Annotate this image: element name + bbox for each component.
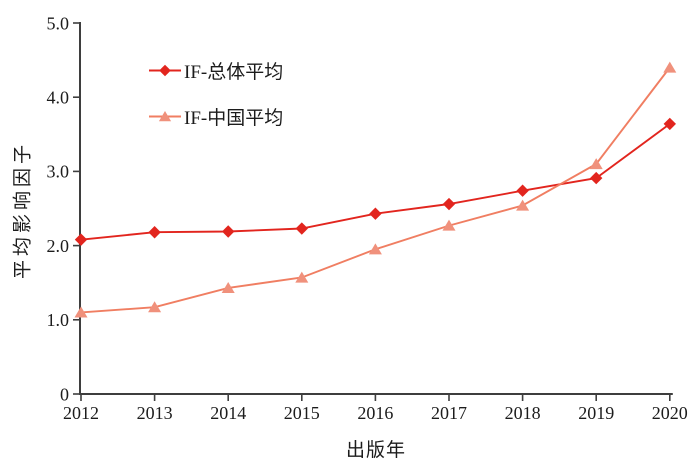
y-tick-label: 3.0 xyxy=(47,162,70,182)
series-if-china-marker xyxy=(663,61,677,73)
series-if-china-marker xyxy=(74,306,88,318)
series-if-china-marker xyxy=(295,271,309,283)
series-if-china-marker xyxy=(221,282,235,293)
series-if-overall-marker xyxy=(222,225,235,238)
x-axis-title: 出版年 xyxy=(345,440,406,461)
legend: IF-总体平均 IF-中国平均 xyxy=(148,59,283,151)
series-if-overall-marker xyxy=(74,233,88,246)
x-tick-label: 2017 xyxy=(431,403,467,423)
series-if-overall-marker xyxy=(295,222,308,235)
x-tick-label: 2012 xyxy=(63,403,99,423)
series-if-overall-marker xyxy=(516,184,529,197)
triangle-series-marker-icon xyxy=(149,110,181,121)
series-if-china-marker xyxy=(442,219,456,231)
series-if-overall-marker xyxy=(148,226,161,239)
x-tick-label: 2013 xyxy=(137,403,173,423)
legend-marker xyxy=(159,64,171,76)
x-tick-label: 2019 xyxy=(578,403,614,423)
y-tick-label: 1.0 xyxy=(47,310,70,330)
y-tick-label: 2.0 xyxy=(47,236,70,256)
x-tick-label: 2018 xyxy=(505,403,541,423)
x-tick-label: 2014 xyxy=(210,403,246,423)
diamond-series-marker-icon xyxy=(149,64,181,76)
y-axis-title: 平均影响因子 xyxy=(12,140,34,280)
legend-item-if-china: IF-中国平均 xyxy=(148,105,284,129)
x-tick-label: 2016 xyxy=(357,403,393,423)
series-if-overall-marker xyxy=(369,207,382,220)
x-tick-label: 2015 xyxy=(284,403,320,423)
legend-marker xyxy=(158,110,172,121)
series-if-china-marker xyxy=(516,199,530,211)
series-if-china-marker xyxy=(368,243,382,255)
legend-item-if-overall: IF-总体平均 xyxy=(148,59,284,83)
series-if-china-marker xyxy=(589,158,603,170)
series-if-overall-marker xyxy=(590,171,603,185)
series-if-china-marker xyxy=(148,301,162,313)
y-tick-label: 4.0 xyxy=(47,88,70,108)
y-tick-label: 0 xyxy=(60,384,69,404)
series-if-overall-marker xyxy=(663,117,676,131)
x-tick-label: 2020 xyxy=(652,403,688,423)
legend-label-if-china: IF-中国平均 xyxy=(184,107,284,129)
legend-label-if-overall: IF-总体平均 xyxy=(184,61,284,83)
y-tick-label: 5.0 xyxy=(47,13,70,33)
series-if-overall-marker xyxy=(442,197,456,211)
